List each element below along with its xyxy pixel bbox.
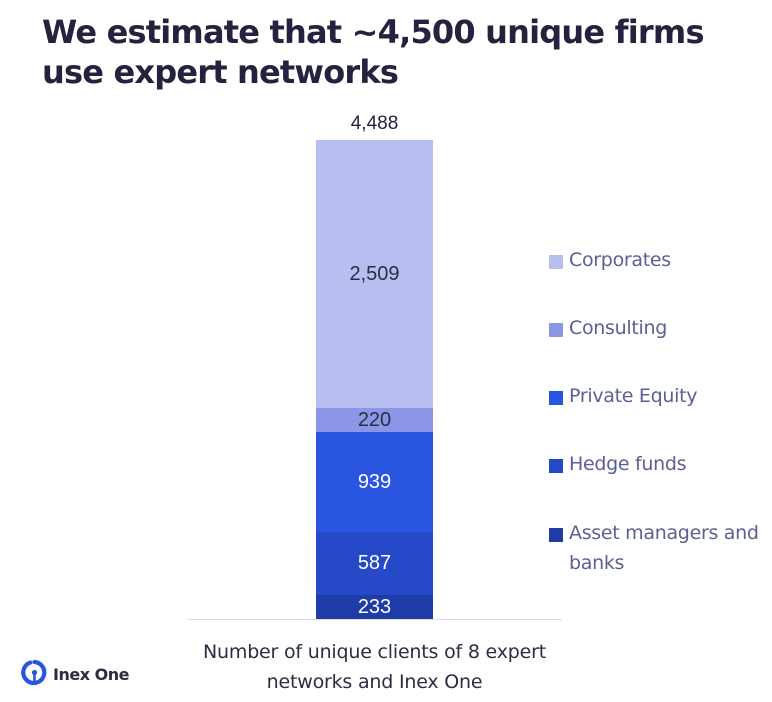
legend-item: Asset managers and banks [549,522,764,578]
legend-label: Private Equity [569,385,698,407]
segment-value-label: 587 [357,552,392,574]
bar-segment: 2,509 [316,140,433,408]
logo-text: Inex One [53,665,129,684]
chart-title: We estimate that ~4,500 unique firms use… [42,13,705,91]
legend-label: Corporates [569,249,671,271]
bar-segment: 233 [316,595,433,619]
inex-one-logo: Inex One [21,659,129,690]
legend-item: Consulting [549,317,764,343]
bar-total-label: 4,488 [350,113,399,134]
bar-segment: 939 [316,432,433,532]
legend-item: Hedge funds [549,453,764,479]
legend-label: Hedge funds [569,453,687,475]
legend-swatch-icon [549,323,563,337]
legend-item: Corporates [549,249,764,275]
inex-one-logo-icon [21,659,48,690]
legend-swatch-icon [549,528,563,542]
legend-swatch-icon [549,391,563,405]
x-axis-label: Number of unique clients of 8 expert net… [203,641,546,693]
segment-value-label: 233 [357,595,392,618]
segment-value-label: 2,509 [349,262,400,285]
legend-swatch-icon [549,255,563,269]
stacked-bar: 2,509 220 939 587 233 [316,140,433,619]
bar-segment: 587 [316,532,433,595]
segment-value-label: 939 [357,470,392,493]
legend-label: Asset managers and banks [569,522,759,574]
x-axis-line [187,619,562,620]
bar-segment: 220 [316,408,433,432]
segment-value-label: 220 [357,408,392,431]
legend-item: Private Equity [549,385,764,411]
legend-label: Consulting [569,317,667,339]
legend-swatch-icon [549,459,563,473]
